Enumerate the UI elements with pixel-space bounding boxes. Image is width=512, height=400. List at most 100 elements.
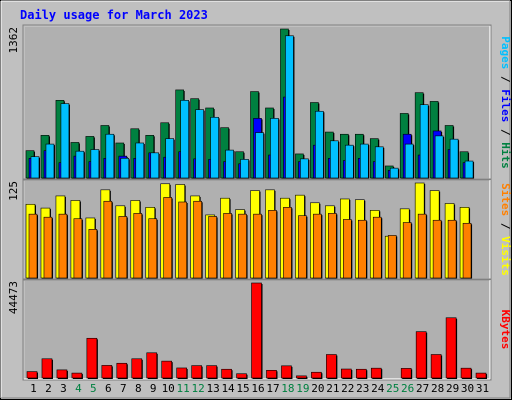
panel-visits-sites: 125 Sites / Visits xyxy=(7,178,512,281)
bar-sites xyxy=(238,213,247,279)
bar-kbytes xyxy=(41,358,53,379)
day-labels: 1 2 3 4 5 6 7 8 9 10 11 12 13 14 15 16 17 18 19 20 21 22 23 24 2… xyxy=(30,382,489,395)
bar-pages xyxy=(300,158,309,179)
bar-sites xyxy=(462,222,472,279)
side-label-visits-sites: Sites / Visits xyxy=(499,183,512,276)
bar-kbytes xyxy=(370,367,382,379)
bar-pages xyxy=(150,152,160,179)
side-label-part: / xyxy=(499,69,512,89)
bar-sites xyxy=(387,235,397,279)
day-label: 28 xyxy=(431,382,444,395)
bar-pages xyxy=(404,143,414,179)
bar-kbytes xyxy=(101,365,113,379)
bar-pages xyxy=(255,132,264,179)
bar-sites xyxy=(208,216,217,279)
day-label: 7 xyxy=(120,382,127,395)
bar-sites xyxy=(103,200,113,279)
day-label: 26 xyxy=(401,382,414,395)
bar-pages xyxy=(374,146,384,179)
bar-pages xyxy=(345,144,354,179)
bar-pages xyxy=(30,156,40,179)
side-label-hits-files-pages: Pages / Files / Hits xyxy=(499,36,512,169)
bar-sites xyxy=(268,210,277,279)
day-label: 11 xyxy=(177,382,190,395)
bar-kbytes xyxy=(266,370,277,379)
bar-kbytes xyxy=(281,365,292,379)
day-label: 23 xyxy=(356,382,369,395)
bar-pages xyxy=(419,104,429,179)
day-label: 9 xyxy=(150,382,157,395)
bar-sites xyxy=(357,219,367,279)
bar-pages xyxy=(359,143,369,179)
day-label: 10 xyxy=(162,382,175,395)
bar-pages xyxy=(285,35,294,179)
day-label: 18 xyxy=(281,382,294,395)
day-label: 25 xyxy=(386,382,399,395)
bar-kbytes xyxy=(116,362,128,379)
side-label-part: / xyxy=(499,216,512,236)
side-label-part: KBytes xyxy=(499,310,512,350)
day-label: 8 xyxy=(135,382,142,395)
bar-sites xyxy=(343,219,352,279)
bar-pages xyxy=(240,159,249,179)
bar-sites xyxy=(417,213,427,279)
bar-pages xyxy=(60,103,70,179)
bar-sites xyxy=(43,216,53,279)
bar-sites xyxy=(58,213,68,279)
day-label: 24 xyxy=(371,382,385,395)
bar-kbytes xyxy=(251,282,262,379)
bar-sites xyxy=(283,207,292,279)
side-label-part: Hits xyxy=(499,142,512,169)
bar-pages xyxy=(180,100,189,179)
bar-kbytes xyxy=(400,368,412,379)
bar-sites xyxy=(432,219,442,279)
side-label-part: Pages xyxy=(499,36,512,69)
bar-pages xyxy=(120,158,130,179)
bar-kbytes xyxy=(26,371,38,379)
y-max-label-hits-files-pages: 1362 xyxy=(7,27,20,54)
bar-kbytes xyxy=(430,354,442,379)
bar-sites xyxy=(73,218,83,279)
bar-sites xyxy=(28,213,38,279)
panel-kbytes: 44473 KBytes xyxy=(7,278,512,381)
bar-pages xyxy=(225,149,234,179)
bar-kbytes xyxy=(475,372,487,379)
bar-kbytes xyxy=(460,367,472,379)
day-label: 31 xyxy=(476,382,489,395)
day-label: 13 xyxy=(206,382,219,395)
day-label: 16 xyxy=(251,382,264,395)
bar-sites xyxy=(133,213,143,279)
bar-kbytes xyxy=(341,368,352,379)
bar-pages xyxy=(45,143,55,179)
bar-kbytes xyxy=(355,368,367,379)
bar-sites xyxy=(402,222,412,279)
y-max-label-kbytes: 44473 xyxy=(7,281,20,314)
day-label: 20 xyxy=(311,382,324,395)
day-label: 15 xyxy=(236,382,249,395)
day-label: 27 xyxy=(416,382,429,395)
day-label: 2 xyxy=(45,382,52,395)
bar-kbytes xyxy=(131,358,143,379)
bar-kbytes xyxy=(161,360,173,379)
bar-sites xyxy=(253,213,262,279)
side-label-part: Files xyxy=(499,89,512,122)
side-label-part: Sites xyxy=(499,183,512,216)
bar-sites xyxy=(328,213,337,279)
bar-pages xyxy=(315,110,324,179)
day-label: 17 xyxy=(266,382,279,395)
bar-kbytes xyxy=(176,367,187,379)
bar-kbytes xyxy=(445,317,457,379)
day-label: 12 xyxy=(192,382,205,395)
bar-pages xyxy=(195,109,204,179)
bar-kbytes xyxy=(326,354,337,379)
bar-pages xyxy=(165,138,175,179)
bar-kbytes xyxy=(191,365,202,379)
day-label: 3 xyxy=(60,382,67,395)
bar-kbytes xyxy=(221,368,232,379)
day-label: 14 xyxy=(221,382,235,395)
bar-pages xyxy=(464,160,474,179)
day-label: 5 xyxy=(90,382,97,395)
bar-sites xyxy=(223,213,232,279)
bar-sites xyxy=(148,218,158,279)
bar-kbytes xyxy=(56,369,68,379)
